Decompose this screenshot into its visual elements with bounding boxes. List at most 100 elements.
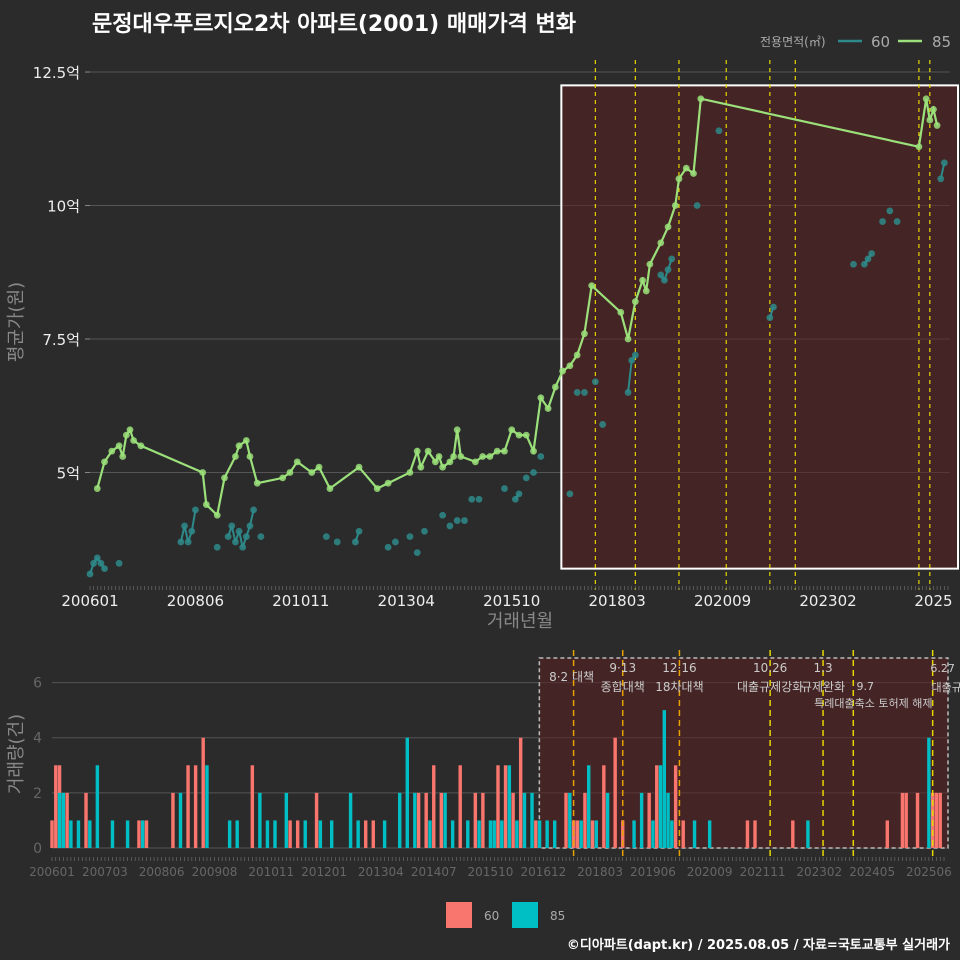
bar-85 [205, 765, 209, 848]
series-60-point [940, 159, 948, 167]
bar-85 [552, 820, 557, 848]
series-85-point [664, 223, 672, 231]
bar-85 [670, 820, 674, 848]
bar-60 [575, 820, 580, 848]
bar-85 [492, 820, 496, 848]
series-85-point [253, 479, 261, 487]
policy-date: 1.3 [814, 661, 833, 675]
bar-85 [413, 792, 417, 848]
bar-60 [904, 792, 908, 848]
bar-85 [227, 820, 232, 848]
bottom-x-tick-label: 201201 [301, 865, 347, 879]
bar-85 [500, 820, 504, 848]
series-60-point [766, 314, 774, 322]
series-60-point [421, 527, 428, 535]
bottom-x-tick-label: 202111 [740, 865, 786, 879]
series-60-point [537, 453, 545, 460]
bottom-x-tick-label: 201612 [520, 865, 566, 879]
bar-60 [458, 765, 462, 848]
bar-60 [186, 765, 190, 848]
series-85-point [657, 239, 665, 247]
bar-60 [250, 765, 255, 848]
top-x-tick-label: 200806 [167, 592, 224, 610]
series-60-point [184, 538, 192, 546]
series-85-point [457, 453, 465, 460]
series-60-point [530, 469, 537, 476]
series-60-point [213, 543, 221, 551]
series-85-point [559, 367, 567, 375]
bar-60 [193, 765, 198, 848]
series-85-point [639, 276, 647, 284]
bar-60 [534, 820, 538, 848]
bar-85 [515, 820, 519, 848]
top-legend: 전용면적(㎡) 60 85 [760, 33, 951, 51]
bar-85 [398, 792, 402, 848]
bottom-x-tick-label: 201906 [630, 865, 676, 879]
policy-name: 대출규제강화 [737, 680, 803, 694]
top-x-axis-label: 거래년월 [487, 611, 553, 632]
top-x-tick-label: 201304 [378, 592, 435, 610]
series-60-point [631, 351, 639, 359]
series-85-point [501, 447, 508, 455]
series-85-point [115, 442, 123, 450]
policy-name: 18차대책 [655, 679, 703, 694]
series-85-point [915, 143, 923, 151]
bottom-axes: 200601 200703 200806 200908 201011 201201 2013… [29, 857, 952, 879]
series-85-point [126, 426, 134, 434]
series-85-point [293, 458, 301, 466]
bottom-x-tick-label: 202302 [796, 865, 842, 879]
bar-60 [416, 792, 421, 848]
series-85-point [101, 458, 108, 466]
chart-title: 문정대우푸르지오2차 아파트(2001) 매매가격 변화 [92, 12, 576, 37]
series-85-point [108, 447, 116, 455]
top-x-tick-label: 201510 [483, 592, 540, 610]
bar-60 [439, 792, 444, 848]
bottom-y-tick-label: 6 [33, 676, 42, 692]
bottom-bars [50, 710, 942, 848]
bottom-x-tick-label: 201407 [411, 865, 457, 879]
bar-85 [507, 765, 512, 848]
policy-date: 9·13 [609, 661, 636, 675]
series-85-point [137, 442, 145, 450]
series-60-point [413, 549, 421, 557]
series-60-point [860, 260, 868, 268]
series-60-point [770, 303, 777, 311]
bar-60 [681, 820, 685, 848]
top-axes: 200601 200806 201011 201304 201510 201803 2020… [61, 586, 953, 610]
series-60-point [937, 175, 945, 183]
bar-85 [318, 820, 323, 848]
series-60-point [257, 533, 265, 540]
series-60-point [511, 495, 519, 503]
policy-date: 9.7 [857, 680, 875, 693]
series-60-point [657, 271, 665, 279]
bar-85 [69, 820, 73, 848]
bar-85 [356, 820, 360, 848]
bottom-legend: 60 85 [446, 902, 565, 928]
series-60-point [693, 202, 701, 209]
bottom-y-axis-label: 거래량(건) [6, 714, 27, 794]
bar-85 [806, 820, 810, 848]
top-x-tick-label: 201803 [589, 592, 646, 610]
series-85-point [642, 287, 650, 295]
bottom-x-tick-label: 202009 [687, 865, 733, 879]
series-60-point [86, 570, 94, 578]
policy-name: 종합대책 [601, 679, 645, 694]
bar-60 [518, 737, 523, 848]
series-85-point [246, 453, 254, 460]
bar-60 [590, 820, 595, 848]
series-60-point [591, 378, 599, 386]
series-60-point [406, 533, 414, 540]
series-60-point [188, 527, 196, 535]
series-85-point [682, 164, 690, 172]
series-85-point [315, 463, 323, 471]
bar-85 [443, 792, 447, 848]
bar-60 [496, 765, 500, 848]
series-60-point [715, 127, 723, 135]
bar-60 [288, 820, 292, 848]
series-85-point [530, 447, 537, 455]
bottom-x-tick-label: 201510 [468, 865, 514, 879]
top-x-tick-label: 202302 [799, 592, 856, 610]
bar-60 [503, 765, 508, 848]
bar-85 [662, 710, 667, 848]
top-x-tick-label: 201011 [272, 592, 329, 610]
